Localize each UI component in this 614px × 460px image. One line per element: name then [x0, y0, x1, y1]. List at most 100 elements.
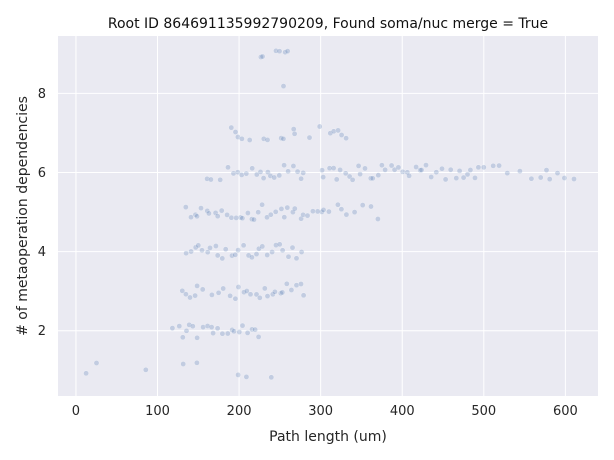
- scatter-point: [428, 174, 435, 180]
- scatter-point: [231, 328, 237, 335]
- scatter-point: [290, 209, 296, 215]
- scatter-point: [291, 205, 298, 212]
- scatter-point: [291, 130, 298, 137]
- scatter-point: [259, 53, 266, 60]
- scatter-point: [276, 172, 283, 179]
- scatter-point: [245, 210, 251, 216]
- scatter-point: [243, 170, 250, 177]
- scatter-point: [453, 175, 460, 181]
- scatter-point: [333, 176, 340, 183]
- scatter-point: [194, 283, 200, 289]
- scatter-point: [442, 176, 449, 183]
- scatter-point: [319, 167, 325, 174]
- scatter-point: [267, 211, 274, 218]
- scatter-point: [293, 282, 300, 289]
- scatter-point: [246, 137, 253, 143]
- scatter-point: [285, 253, 292, 260]
- scatter-point: [186, 321, 193, 328]
- scatter-point: [418, 167, 425, 173]
- scatter-point: [209, 292, 215, 298]
- scatter-point: [208, 176, 214, 183]
- scatter-point: [257, 169, 264, 175]
- scatter-point: [243, 374, 250, 380]
- scatter-point: [245, 252, 252, 259]
- scatter-point: [316, 123, 323, 130]
- scatter-point: [224, 212, 230, 218]
- scatter-point: [200, 324, 206, 330]
- scatter-point: [279, 247, 286, 254]
- scatter-point: [475, 164, 482, 171]
- scatter-point: [298, 281, 304, 287]
- y-tick-label: 4: [38, 245, 46, 260]
- scatter-point: [259, 201, 265, 208]
- scatter-point: [294, 168, 301, 175]
- scatter-point: [222, 246, 229, 253]
- scatter-point: [264, 293, 271, 299]
- scatter-point: [447, 166, 454, 173]
- scatter-point: [320, 174, 327, 180]
- scatter-point: [359, 202, 366, 208]
- scatter-point: [496, 162, 502, 169]
- scatter-point: [198, 205, 204, 211]
- scatter-point: [375, 172, 382, 179]
- scatter-point: [253, 291, 260, 298]
- scatter-point: [187, 294, 193, 301]
- scatter-point: [199, 286, 206, 293]
- scatter-point: [232, 251, 239, 258]
- grid-lines: [58, 36, 598, 396]
- plot-area: [58, 36, 598, 396]
- scatter-point: [283, 280, 290, 287]
- scatter-point: [314, 208, 321, 215]
- scatter-point: [362, 165, 368, 172]
- scatter-point: [234, 169, 241, 176]
- scatter-point: [249, 326, 255, 333]
- scatter-point: [272, 208, 279, 215]
- scatter-point: [375, 216, 381, 222]
- scatter-point: [251, 216, 257, 223]
- scatter-point: [284, 48, 291, 54]
- scatter-point: [281, 162, 287, 169]
- scatter-point: [239, 215, 246, 222]
- scatter-point: [249, 216, 255, 222]
- scatter-point: [183, 327, 190, 334]
- scatter-point: [490, 162, 497, 169]
- scatter-point: [460, 174, 467, 181]
- x-tick-label: 200: [227, 404, 252, 419]
- scatter-point: [224, 330, 231, 337]
- scatter-point: [543, 167, 550, 173]
- scatter-point: [343, 135, 349, 142]
- scatter-point: [243, 288, 250, 294]
- scatter-point: [357, 171, 363, 177]
- x-axis-ticks: 0 100 200 300 400 500 600: [72, 404, 578, 419]
- scatter-point: [306, 134, 313, 141]
- scatter-point: [278, 206, 285, 212]
- scatter-point: [214, 252, 221, 259]
- scatter-point: [261, 285, 268, 292]
- scatter-point: [276, 48, 283, 55]
- scatter-point: [368, 203, 374, 210]
- scatter-point: [528, 175, 535, 182]
- scatter-point: [413, 164, 419, 170]
- scatter-point: [232, 129, 239, 135]
- scatter-point: [214, 213, 221, 220]
- scatter-point: [337, 167, 343, 173]
- scatter-point: [279, 289, 286, 296]
- scatter-point: [285, 168, 291, 175]
- scatter-point: [280, 135, 287, 142]
- scatter-point: [272, 288, 278, 295]
- scatter-point: [239, 135, 245, 142]
- scatter-point: [349, 176, 356, 183]
- scatter-point: [232, 295, 239, 302]
- scatter-point: [271, 174, 278, 181]
- scatter-point: [260, 175, 267, 181]
- scatter-point: [235, 247, 241, 253]
- scatter-point: [199, 247, 205, 254]
- scatter-point: [343, 211, 350, 218]
- scatter-point: [182, 204, 189, 210]
- scatter-point: [433, 169, 440, 176]
- scatter-point: [351, 209, 358, 215]
- scatter-point: [169, 325, 176, 331]
- scatter-point: [230, 170, 237, 177]
- scatter-point: [189, 323, 196, 330]
- scatter-point: [264, 252, 271, 258]
